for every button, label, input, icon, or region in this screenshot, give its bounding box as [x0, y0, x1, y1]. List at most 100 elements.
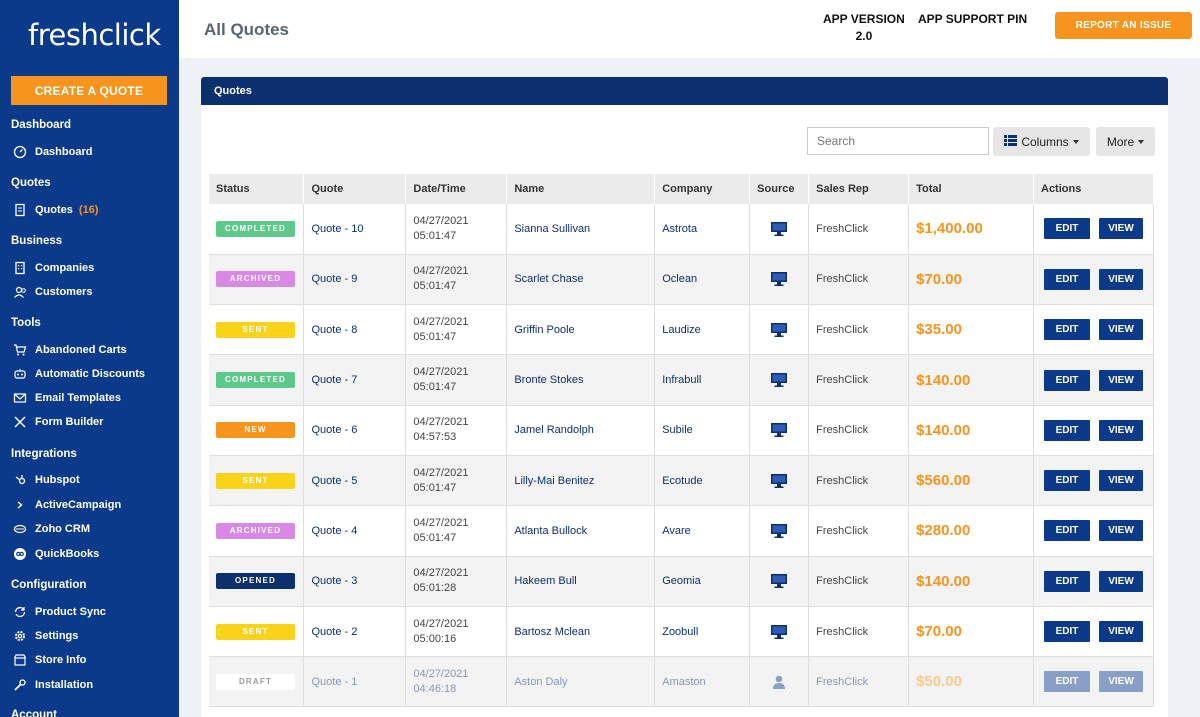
quote-link[interactable]: Quote - 3 [303, 556, 407, 607]
col-header-total[interactable]: Total [908, 174, 1034, 204]
actions-cell: EDIT VIEW [1033, 556, 1154, 607]
sidebar-item-dashboard[interactable]: Dashboard [13, 143, 92, 161]
edit-button[interactable]: EDIT [1044, 671, 1090, 693]
quote-link[interactable]: Quote - 1 [303, 656, 407, 708]
sidebar-item-companies[interactable]: Companies [13, 259, 94, 277]
table-row: NEW Quote - 6 04/27/2021 04:57:53 Jamel Rand… [209, 405, 1154, 456]
quote-link[interactable]: Quote - 6 [303, 405, 407, 456]
company-link[interactable]: Geomia [654, 556, 751, 607]
sidebar-item-installation[interactable]: Installation [13, 676, 93, 694]
view-button[interactable]: VIEW [1099, 218, 1143, 240]
view-button[interactable]: VIEW [1099, 268, 1143, 290]
create-quote-button[interactable]: CREATE A QUOTE [11, 76, 167, 105]
quote-link[interactable]: Quote - 5 [303, 455, 407, 507]
sidebar-item-customers[interactable]: Customers [13, 283, 92, 301]
actions-cell: EDIT VIEW [1033, 656, 1154, 708]
view-button[interactable]: VIEW [1099, 671, 1143, 693]
col-header-sales-rep[interactable]: Sales Rep [808, 174, 910, 204]
view-button[interactable]: VIEW [1099, 419, 1143, 441]
col-header-source[interactable]: Source [749, 174, 810, 204]
search-input[interactable] [807, 127, 989, 155]
company-link[interactable]: Oclean [654, 254, 751, 306]
sidebar-item-email-templates[interactable]: Email Templates [13, 389, 121, 407]
customer-name-link[interactable]: Sianna Sullivan [506, 204, 656, 255]
customer-name-link[interactable]: Atlanta Bullock [506, 505, 656, 557]
document-icon [13, 203, 27, 217]
col-header-name[interactable]: Name [506, 174, 656, 204]
sidebar-item-abandoned-carts[interactable]: Abandoned Carts [13, 341, 127, 359]
sidebar-item-quotes[interactable]: Quotes (16) [13, 201, 98, 219]
view-button[interactable]: VIEW [1099, 520, 1143, 542]
company-link[interactable]: Ecotude [654, 455, 751, 507]
customer-name-link[interactable]: Lilly-Mai Benitez [506, 455, 656, 507]
edit-button[interactable]: EDIT [1044, 570, 1090, 592]
sidebar-item-label: Quotes [35, 204, 73, 216]
view-button[interactable]: VIEW [1099, 621, 1143, 643]
datetime-cell: 04/27/2021 05:01:47 [405, 304, 508, 356]
sidebar-item-settings[interactable]: Settings [13, 627, 78, 645]
sidebar-item-quickbooks[interactable]: QuickBooks [13, 545, 99, 563]
quote-link[interactable]: Quote - 7 [303, 354, 407, 406]
sales-rep-cell: FreshClick [808, 606, 910, 658]
edit-button[interactable]: EDIT [1044, 470, 1090, 492]
users-icon [13, 285, 27, 299]
page-title: All Quotes [204, 20, 290, 39]
sidebar-item-automatic-discounts[interactable]: Automatic Discounts [13, 365, 145, 383]
quote-link[interactable]: Quote - 9 [303, 254, 407, 306]
customer-name-link[interactable]: Scarlet Chase [506, 254, 656, 306]
edit-button[interactable]: EDIT [1044, 369, 1090, 391]
company-link[interactable]: Laudize [654, 304, 751, 356]
date-text: 04/27/2021 [413, 617, 469, 630]
date-text: 04/27/2021 [413, 516, 469, 529]
company-link[interactable]: Avare [654, 505, 751, 557]
more-button[interactable]: More [1096, 127, 1155, 156]
edit-button[interactable]: EDIT [1044, 319, 1090, 341]
company-link[interactable]: Subile [654, 405, 751, 456]
col-header-status[interactable]: Status [209, 174, 305, 204]
sidebar-item-form-builder[interactable]: Form Builder [13, 413, 103, 431]
company-link[interactable]: Zoobull [654, 606, 751, 658]
zoho-icon [13, 522, 27, 536]
quickbooks-icon [13, 547, 27, 561]
customer-name-link[interactable]: Hakeem Bull [506, 556, 656, 607]
sidebar-item-hubspot[interactable]: Hubspot [13, 471, 80, 489]
edit-button[interactable]: EDIT [1044, 218, 1090, 240]
sidebar-item-label: Dashboard [35, 146, 93, 158]
edit-button[interactable]: EDIT [1044, 419, 1090, 441]
view-button[interactable]: VIEW [1099, 470, 1143, 492]
customer-name-link[interactable]: Bartosz Mclean [506, 606, 656, 658]
sidebar-item-store-info[interactable]: Store Info [13, 651, 86, 669]
report-issue-button[interactable]: REPORT AN ISSUE [1055, 12, 1192, 39]
edit-button[interactable]: EDIT [1044, 520, 1090, 542]
company-link[interactable]: Amaston [654, 656, 751, 708]
total-cell: $140.00 [908, 556, 1034, 607]
view-button[interactable]: VIEW [1099, 369, 1143, 391]
quote-link[interactable]: Quote - 4 [303, 505, 407, 557]
view-button[interactable]: VIEW [1099, 570, 1143, 592]
view-button[interactable]: VIEW [1099, 319, 1143, 341]
quote-link[interactable]: Quote - 8 [303, 304, 407, 356]
edit-button[interactable]: EDIT [1044, 621, 1090, 643]
sidebar-item-label: Store Info [35, 654, 87, 666]
col-header-company[interactable]: Company [654, 174, 751, 204]
company-link[interactable]: Infrabull [654, 354, 751, 406]
quote-link[interactable]: Quote - 2 [303, 606, 407, 658]
customer-name-link[interactable]: Aston Daly [506, 656, 656, 708]
col-header-datetime[interactable]: Date/Time [405, 174, 508, 204]
columns-button[interactable]: Columns [993, 127, 1090, 156]
edit-button[interactable]: EDIT [1044, 268, 1090, 290]
customer-name-link[interactable]: Jamel Randolph [506, 405, 656, 456]
sidebar-item-product-sync[interactable]: Product Sync [13, 603, 106, 621]
sidebar-item-zoho[interactable]: Zoho CRM [13, 520, 90, 538]
quote-link[interactable]: Quote - 10 [303, 204, 407, 255]
desktop-icon [757, 422, 808, 438]
user-icon [757, 674, 808, 690]
date-text: 04/27/2021 [413, 265, 469, 278]
customer-name-link[interactable]: Griffin Poole [506, 304, 656, 356]
company-link[interactable]: Astrota [654, 204, 751, 255]
col-header-quote[interactable]: Quote [303, 174, 407, 204]
list-icon [1004, 134, 1018, 149]
speedometer-icon [13, 145, 27, 159]
customer-name-link[interactable]: Bronte Stokes [506, 354, 656, 406]
sidebar-item-activecampaign[interactable]: ActiveCampaign [13, 496, 121, 514]
